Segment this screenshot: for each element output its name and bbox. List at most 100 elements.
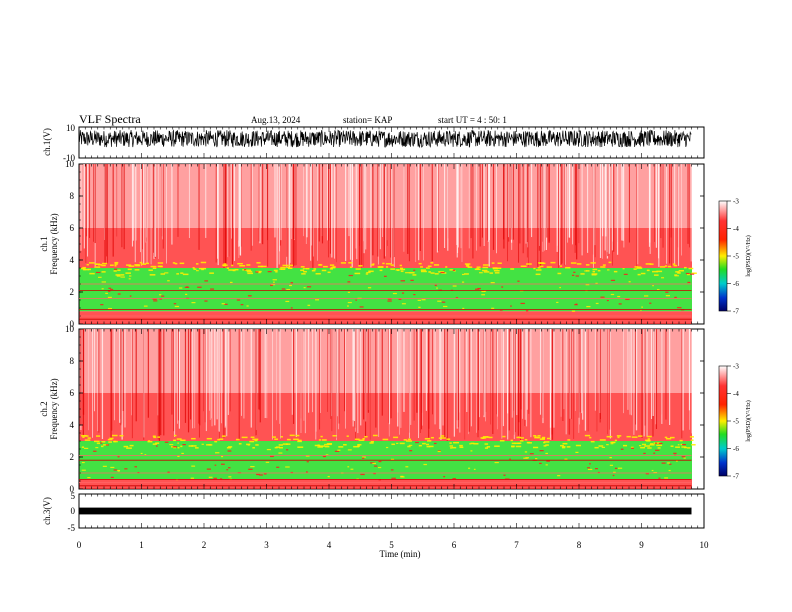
ch2-spec-ylabel-bottom: Frequency (kHz) (49, 378, 59, 439)
time-axis-label: Time (min) (380, 549, 421, 559)
spectrogram-speckle (243, 269, 247, 271)
spectrogram-speckle (195, 270, 199, 272)
spectrogram-speckle (534, 436, 538, 439)
spectrogram-speckle (529, 453, 534, 455)
spectrogram-speckle (685, 272, 690, 275)
spectrogram-speckle (101, 288, 104, 290)
spectrogram-speckle (108, 290, 111, 292)
spectrogram-speckle (440, 271, 445, 274)
spectrogram-speckle (323, 265, 328, 268)
spectrogram-speckle (645, 263, 652, 265)
spectrogram-speckle (302, 268, 307, 270)
spectrogram-speckle (587, 468, 593, 471)
spectrogram-speckle (443, 476, 446, 478)
spectrogram-speckle (665, 295, 671, 297)
spectrogram-speckle (221, 455, 224, 458)
spectrogram-speckle (195, 447, 199, 449)
spectrogram-speckle (640, 272, 646, 275)
spectrogram-speckle (469, 443, 472, 445)
spectrogram-speckle (589, 463, 591, 465)
spectrogram-speckle (405, 272, 409, 274)
spectrogram-speckle (599, 439, 606, 441)
spectrogram-speckle (226, 469, 229, 471)
spectrogram-speckle (651, 469, 654, 472)
spectrogram-speckle (305, 267, 310, 270)
spectrogram-speckle (421, 299, 426, 301)
spectrogram-speckle (418, 306, 421, 308)
spectrogram-speckle (280, 268, 286, 270)
spectrogram-speckle (286, 266, 291, 269)
spectrogram-speckle (282, 264, 289, 267)
spectrogram-speckle (413, 294, 416, 296)
spectrogram-speckle (591, 273, 598, 275)
spectrogram-speckle (103, 444, 108, 446)
spectrogram-speckle (182, 444, 186, 446)
y-tick-label: 2 (70, 287, 75, 297)
spectrogram-speckle (609, 456, 612, 459)
spectrogram-speckle (347, 305, 349, 307)
spectrogram-speckle (479, 272, 483, 274)
spectrogram-speckle (470, 450, 473, 452)
spectrogram-speckle (329, 268, 333, 270)
spectrogram-speckle (481, 290, 486, 293)
spectrogram-speckle (370, 462, 375, 464)
spectrogram-speckle (340, 262, 347, 264)
spectrogram-speckle (320, 435, 323, 438)
spectrogram-speckle (571, 274, 575, 276)
spectrogram-speckle (257, 265, 263, 268)
spectrogram-speckle (204, 280, 209, 282)
spectrogram-speckle (358, 439, 365, 441)
spectrogram-speckle (80, 434, 87, 437)
spectrogram-speckle (322, 455, 327, 458)
spectrogram-speckle (191, 302, 196, 304)
spectrogram-speckle (377, 266, 384, 268)
spectrogram-speckle (464, 273, 469, 275)
spectrogram-speckle (543, 445, 547, 447)
spectrogram-speckle (400, 267, 404, 270)
spectrogram-speckle (256, 473, 260, 476)
spectrogram-speckle (683, 446, 688, 449)
spectrogram-speckle (425, 443, 429, 446)
spectrogram-speckle (493, 269, 500, 272)
spectrogram-speckle (303, 287, 306, 289)
spectrogram-speckle (691, 272, 697, 274)
ch1-ylabel: ch.1(V) (42, 128, 52, 156)
colorbar-tick-label: -3 (733, 363, 739, 371)
ch1-waveform-line (78, 129, 692, 149)
spectrogram-speckle (159, 298, 162, 300)
spectrogram-speckle (83, 447, 89, 449)
colorbar-tick-label: -5 (733, 253, 739, 261)
spectrogram-speckle (158, 265, 162, 268)
spectrogram-speckle (622, 268, 625, 270)
spectrogram-speckle (107, 296, 112, 298)
spectrogram-speckle (372, 434, 378, 437)
spectrogram-speckle (664, 436, 668, 439)
spectrogram-speckle (646, 435, 652, 438)
spectrogram-speckle (396, 442, 399, 444)
spectrogram-speckle (473, 468, 476, 470)
spectrogram-speckle (562, 442, 568, 445)
spectrogram-speckle (636, 267, 643, 269)
spectrogram-speckle (622, 444, 628, 447)
spectrogram-speckle (314, 444, 321, 447)
spectrogram-speckle (370, 264, 375, 266)
spectrogram-speckle (270, 455, 274, 458)
spectrogram-speckle (273, 281, 275, 283)
spectrogram-speckle (347, 291, 351, 293)
spectrogram-speckle (650, 443, 654, 445)
spectrogram-speckle (647, 447, 652, 449)
spectrogram-speckle (646, 269, 650, 272)
spectrogram-speckle (681, 446, 687, 448)
spectrogram-speckle (641, 443, 647, 446)
spectrogram-speckle (107, 307, 113, 310)
spectrogram-speckle (361, 457, 365, 459)
spectrogram-speckle (589, 436, 592, 439)
spectrogram-speckle (219, 438, 224, 440)
spectrogram-speckle (424, 438, 431, 440)
spectrogram-speckle (290, 282, 293, 284)
spectrogram-speckle (550, 261, 556, 264)
spectrogram-speckle (220, 478, 223, 480)
spectrogram-speckle (206, 468, 211, 470)
spectrogram-speckle (595, 302, 599, 305)
spectrogram-speckle (120, 276, 125, 278)
